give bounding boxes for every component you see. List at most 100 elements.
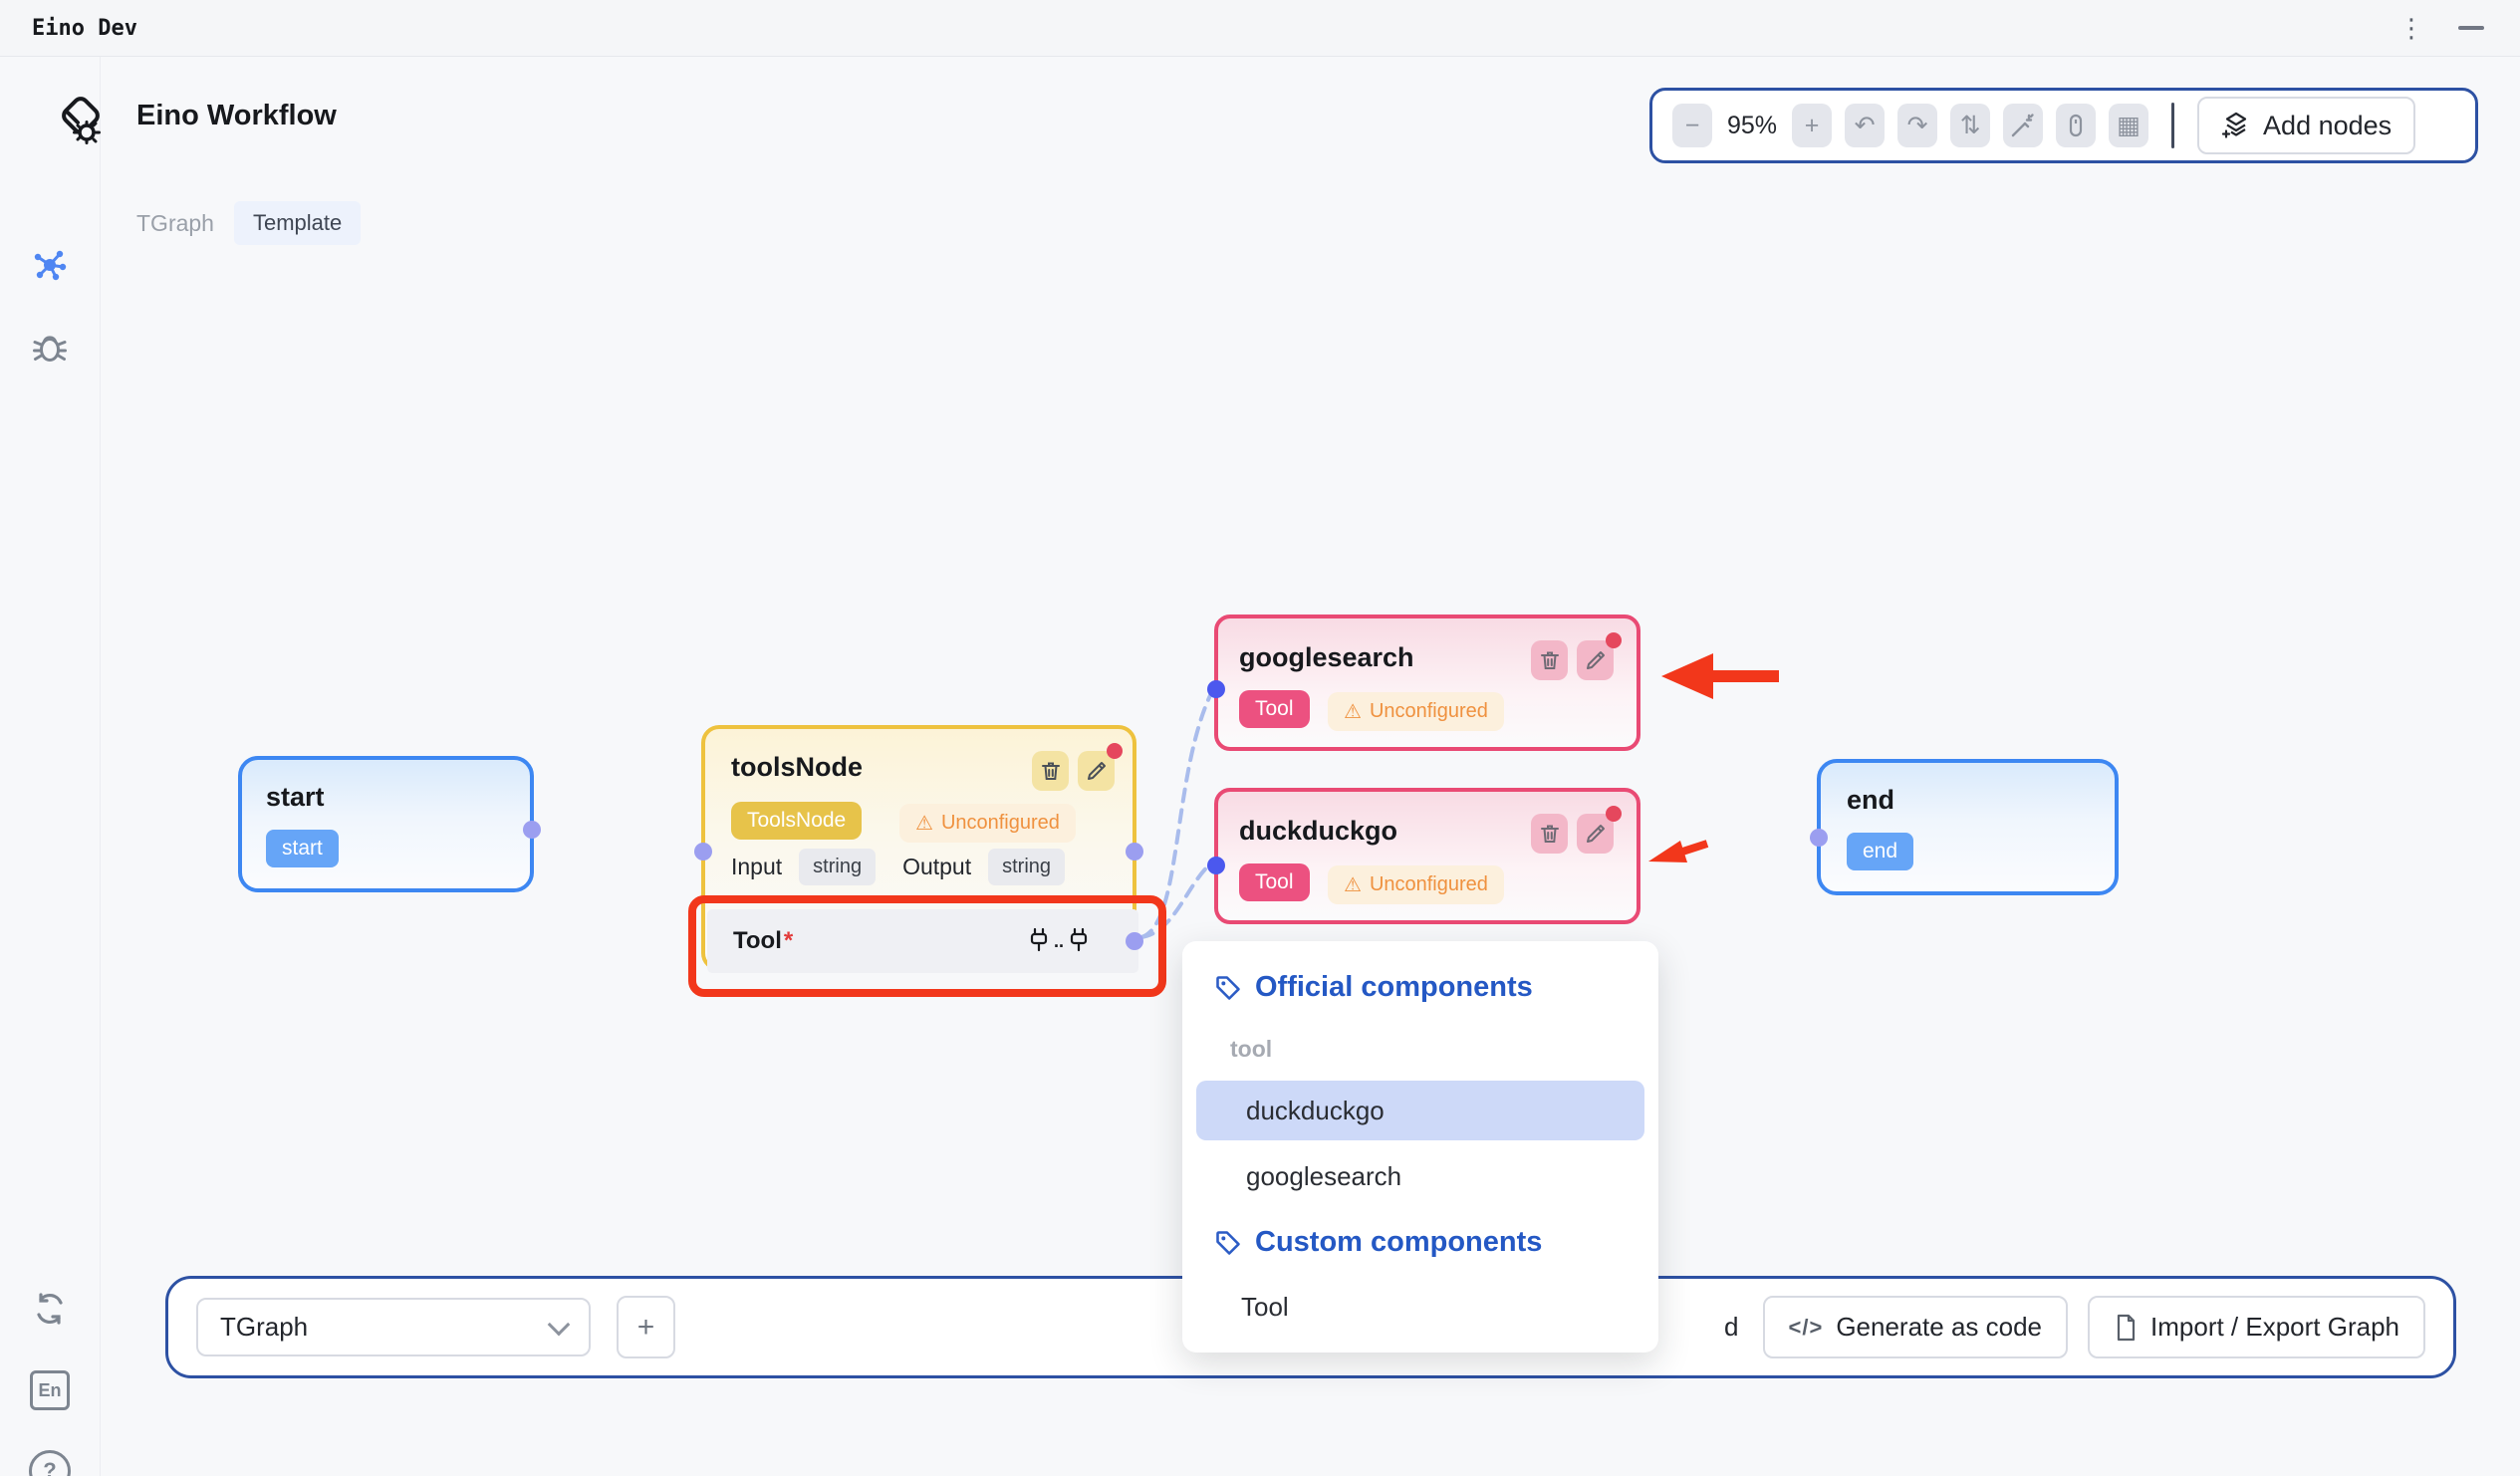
required-mark: * [783,927,794,954]
minimap-button[interactable]: ▦ [2109,104,2149,147]
warning-icon: ⚠ [1344,701,1362,723]
toolbar-divider [2171,103,2175,148]
generate-as-code-button[interactable]: </> Generate as code [1762,1296,2069,1358]
edit-node-button[interactable] [1577,814,1614,854]
port-tools-output[interactable] [1126,843,1143,861]
component-picker-panel: Official components tool duckduckgo goog… [1182,941,1658,1353]
node-title: toolsNode [731,752,863,782]
status-badge: ⚠ Unconfigured [899,804,1076,843]
edge-tools-googlesearch [1139,685,1216,939]
graph-select-value: TGraph [220,1312,309,1342]
minimize-icon[interactable] [2458,26,2484,30]
input-type-badge: string [799,849,877,885]
port-start-output[interactable] [523,821,541,839]
zoom-out-button[interactable]: − [1672,104,1712,147]
plug-dots: .. [1053,930,1064,951]
node-title: start [266,782,325,812]
tag-icon [1216,1230,1240,1255]
mouse-icon [2069,114,2083,137]
sidebar-item-debug[interactable] [0,327,100,367]
edit-node-button[interactable] [1078,751,1115,791]
node-toolsnode[interactable]: toolsNode ToolsNode ⚠ Unconfigured Input … [688,725,1166,997]
custom-components-header: Custom components [1214,1226,1658,1259]
tool-slot-row[interactable]: Tool * .. [707,909,1138,973]
warning-icon: ⚠ [915,813,933,835]
node-title: googlesearch [1239,642,1414,672]
warning-icon: ⚠ [1344,874,1362,896]
official-components-header: Official components [1214,971,1658,1004]
annotation-arrow-duckduckgo [1648,840,1709,862]
zoom-level: 95% [1727,111,1778,139]
port-googlesearch-input[interactable] [1207,680,1225,698]
output-label: Output [902,854,972,879]
auto-layout-button[interactable]: ⇅ [1950,104,1991,147]
port-end-input[interactable] [1810,829,1828,847]
document-icon [2117,1314,2136,1341]
redo-icon: ↷ [1906,112,1928,139]
component-item-tool[interactable]: Tool [1241,1291,1289,1322]
undo-button[interactable]: ↶ [1845,104,1886,147]
delete-node-button[interactable] [1032,751,1069,791]
zoom-in-button[interactable]: + [1792,104,1833,147]
node-start[interactable]: start start [238,756,541,892]
import-export-button[interactable]: Import / Export Graph [2088,1296,2425,1358]
custom-components-label: Custom components [1255,1226,1543,1258]
trash-icon [1540,651,1559,669]
pencil-icon [1087,762,1106,780]
plug-icon [1070,927,1088,952]
node-type-badge: Tool [1239,863,1310,901]
chevron-down-icon [547,1313,571,1336]
add-graph-button[interactable]: + [617,1296,675,1358]
sidebar-item-graph[interactable] [0,245,100,285]
help-icon: ? [29,1450,71,1476]
sidebar-help-button[interactable]: ? [0,1450,100,1476]
mouse-mode-button[interactable] [2056,104,2097,147]
node-end[interactable]: end end [1810,759,2119,895]
sidebar-language-toggle[interactable]: En [0,1370,100,1410]
pencil-icon [1586,651,1605,669]
port-duckduckgo-input[interactable] [1207,857,1225,874]
generate-as-code-label: Generate as code [1836,1312,2043,1342]
plug-icon [1030,927,1048,952]
status-badge: ⚠ Unconfigured [1328,865,1504,904]
language-icon: En [30,1370,70,1410]
magic-wand-button[interactable] [2003,104,2044,147]
titlebar: Eino Dev ⋮ [0,0,2520,57]
edit-node-button[interactable] [1577,640,1614,680]
tab-tgraph[interactable]: TGraph [136,209,214,236]
trash-icon [1041,762,1060,780]
undo-icon: ↶ [1854,112,1876,139]
node-title: end [1847,785,1895,815]
node-title: duckduckgo [1239,816,1398,846]
status-text: Unconfigured [940,812,1060,834]
node-type-badge: ToolsNode [731,802,863,840]
node-type-badge: Tool [1239,690,1310,728]
redo-button[interactable]: ↷ [1897,104,1938,147]
component-item-googlesearch[interactable]: googlesearch [1246,1160,1402,1191]
sidebar-refresh-icon[interactable] [0,1289,100,1329]
delete-node-button[interactable] [1531,640,1568,680]
delete-node-button[interactable] [1531,814,1568,854]
add-nodes-button[interactable]: Add nodes [2197,97,2416,154]
component-item-duckduckgo[interactable]: duckduckgo [1196,1081,1644,1140]
tag-icon [1216,975,1240,1000]
port-tools-input[interactable] [694,843,712,861]
group-label-tool: tool [1230,1036,1273,1062]
grid-view-icon: ▦ [2117,112,2141,139]
more-menu-icon[interactable]: ⋮ [2398,13,2424,43]
unsaved-indicator-dot [1107,743,1123,759]
graph-select[interactable]: TGraph [196,1298,591,1356]
unsaved-indicator-dot [1606,806,1622,822]
node-type-badge: end [1847,833,1914,870]
output-type-badge: string [988,849,1066,885]
node-type-badge: start [266,830,339,867]
pencil-icon [1586,825,1605,843]
port-tool-slot[interactable] [1126,932,1143,950]
app-title: Eino Dev [32,15,137,41]
status-text: Unconfigured [1369,873,1488,895]
node-googlesearch[interactable]: googlesearch Tool ⚠ Unconfigured [1207,615,1640,751]
io-row: Input string Output string [731,849,1066,885]
tab-template[interactable]: Template [233,201,362,245]
node-duckduckgo[interactable]: duckduckgo Tool ⚠ Unconfigured [1207,788,1640,924]
